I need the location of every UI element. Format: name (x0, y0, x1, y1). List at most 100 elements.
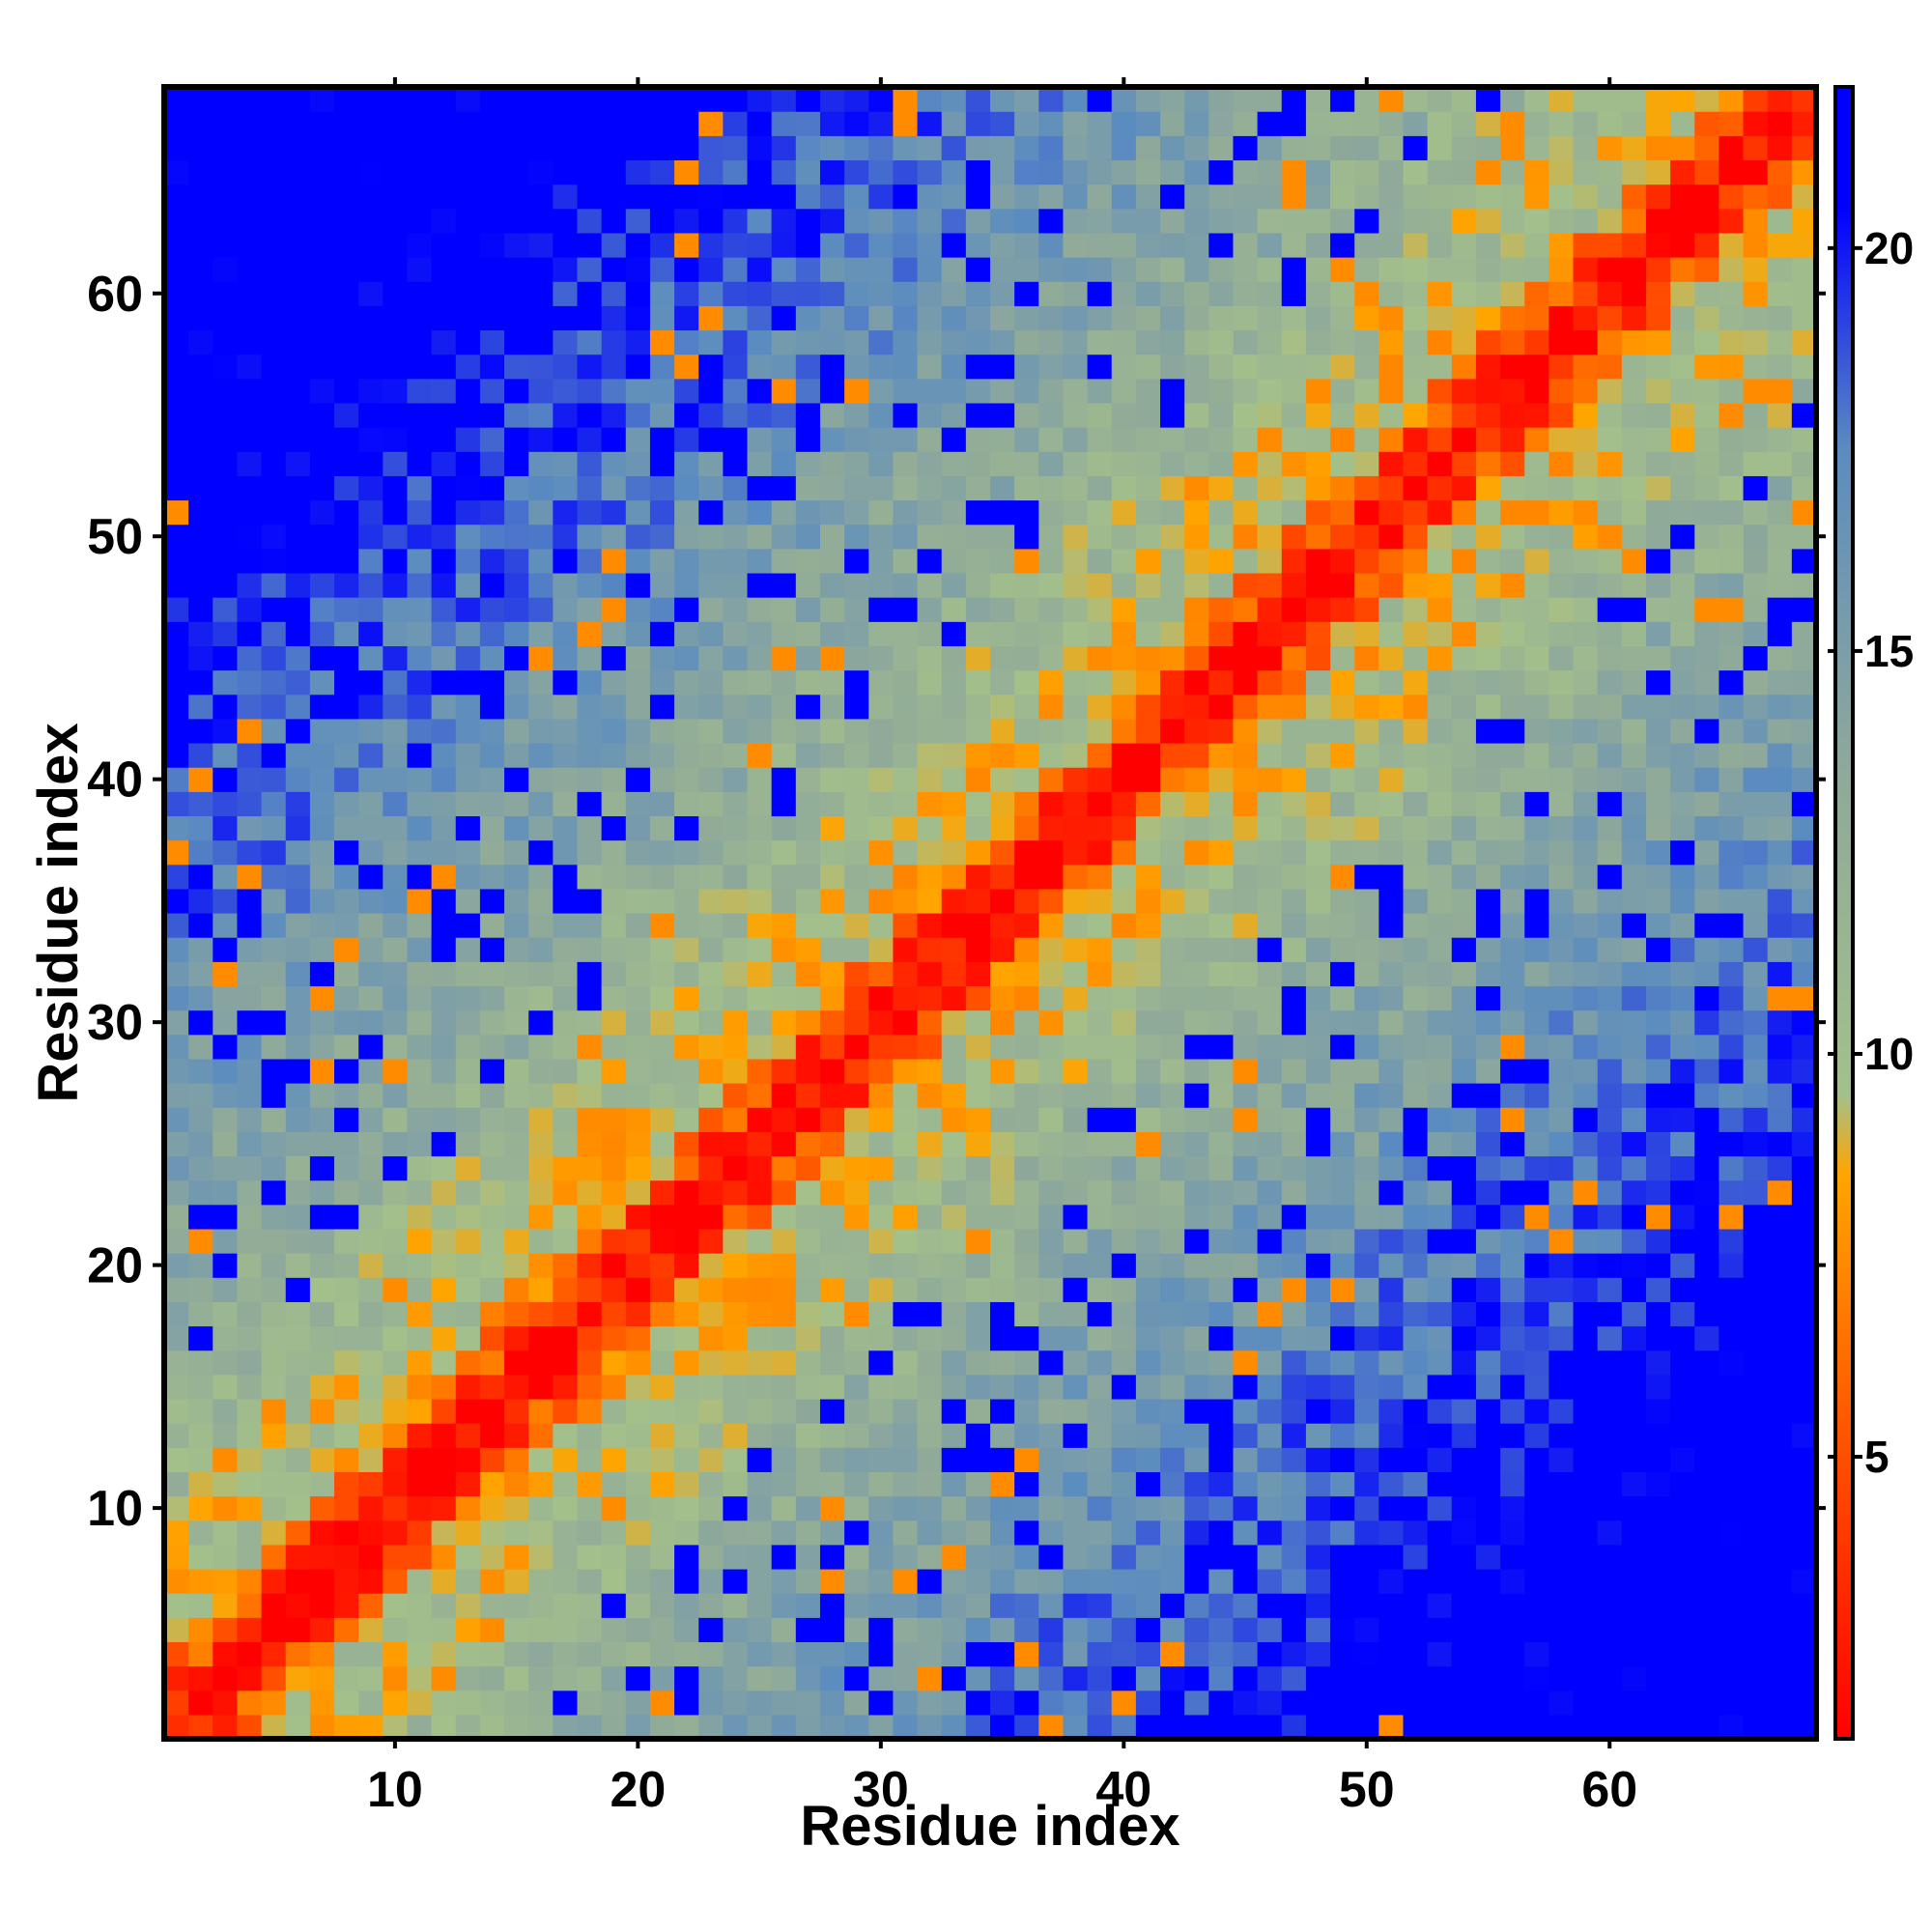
heatmap-cell (1573, 1495, 1599, 1521)
heatmap-cell (723, 985, 749, 1011)
heatmap-cell (1184, 87, 1209, 112)
heatmap-cell (1087, 572, 1113, 598)
heatmap-cell (1111, 524, 1137, 550)
heatmap-cell (309, 1034, 335, 1060)
heatmap-cell (747, 475, 773, 501)
heatmap-cell (358, 354, 384, 380)
heatmap-cell (1621, 305, 1647, 331)
heatmap-cell (1330, 451, 1355, 476)
heatmap-cell (868, 427, 895, 452)
heatmap-cell (1767, 305, 1793, 331)
heatmap-cell (1305, 427, 1331, 452)
heatmap-cell (601, 1204, 627, 1230)
heatmap-cell (1378, 1617, 1405, 1643)
heatmap-cell (941, 402, 967, 428)
heatmap-cell (1184, 451, 1209, 476)
heatmap-cell (601, 354, 627, 380)
heatmap-cell (431, 1350, 457, 1376)
heatmap-cell (1087, 839, 1113, 866)
heatmap-cell (844, 257, 869, 282)
heatmap-cell (1427, 378, 1453, 404)
heatmap-cell (1791, 475, 1817, 501)
heatmap-cell (1354, 767, 1379, 792)
heatmap-cell (674, 1714, 699, 1740)
heatmap-cell (1573, 111, 1599, 136)
heatmap-cell (455, 354, 481, 380)
heatmap-cell (1305, 791, 1331, 817)
heatmap-cell (1524, 1495, 1549, 1521)
heatmap-cell (261, 87, 287, 112)
heatmap-cell (1111, 1495, 1137, 1521)
heatmap-cell (1597, 548, 1623, 574)
heatmap-cell (1063, 985, 1089, 1011)
heatmap-cell (1378, 159, 1405, 185)
heatmap-cell (1621, 888, 1647, 914)
heatmap-cell (1719, 1714, 1745, 1740)
heatmap-cell (1597, 815, 1623, 841)
heatmap-cell (1621, 985, 1647, 1011)
heatmap-cell (1305, 1009, 1331, 1036)
heatmap-cell (1305, 1083, 1331, 1108)
heatmap-cell (577, 402, 603, 428)
heatmap-cell (674, 572, 699, 598)
heatmap-cell (188, 305, 213, 331)
heatmap-cell (1038, 548, 1065, 574)
heatmap-cell (1548, 1034, 1575, 1060)
heatmap-cell (504, 1325, 529, 1351)
heatmap-cell (1087, 1665, 1113, 1691)
heatmap-cell (188, 1398, 213, 1424)
heatmap-cell (698, 791, 724, 817)
heatmap-cell (1427, 1131, 1453, 1157)
heatmap-cell (747, 645, 773, 671)
heatmap-cell (1038, 135, 1065, 161)
heatmap-cell (383, 839, 409, 866)
heatmap-cell (1233, 1423, 1259, 1448)
heatmap-cell (1014, 281, 1039, 306)
heatmap-cell (1475, 1325, 1501, 1351)
heatmap-cell (941, 499, 967, 526)
heatmap-cell (431, 1447, 457, 1472)
heatmap-cell (188, 378, 213, 404)
heatmap-cell (1087, 305, 1113, 331)
heatmap-cell (1281, 184, 1307, 210)
heatmap-cell (1305, 864, 1331, 890)
heatmap-cell (1719, 232, 1745, 258)
heatmap-cell (455, 1690, 481, 1716)
heatmap-cell (868, 1423, 895, 1448)
heatmap-cell (893, 475, 919, 501)
heatmap-cell (188, 864, 213, 890)
heatmap-cell (1767, 597, 1793, 622)
heatmap-cell (965, 499, 991, 526)
heatmap-cell (1500, 208, 1525, 234)
heatmap-cell (431, 913, 457, 938)
heatmap-cell (1063, 402, 1089, 428)
heatmap-cell (1208, 815, 1235, 841)
heatmap-cell (334, 208, 359, 234)
heatmap-cell (479, 1301, 505, 1327)
heatmap-cell (1743, 402, 1769, 428)
heatmap-cell (1548, 1228, 1575, 1254)
heatmap-cell (1233, 475, 1259, 501)
heatmap-cell (1160, 232, 1185, 258)
heatmap-cell (868, 1058, 895, 1084)
heatmap-cell (1645, 548, 1671, 574)
heatmap-cell (1573, 257, 1599, 282)
heatmap-cell (1694, 1155, 1720, 1181)
heatmap-cell (674, 669, 699, 696)
heatmap-cell (649, 1423, 675, 1448)
heatmap-cell (941, 1398, 967, 1424)
heatmap-cell (747, 1350, 773, 1376)
heatmap-cell (1305, 1665, 1331, 1691)
heatmap-cell (1014, 111, 1039, 136)
heatmap-cell (893, 1398, 919, 1424)
heatmap-cell (698, 1155, 724, 1181)
heatmap-cell (1694, 354, 1720, 380)
heatmap-cell (1597, 839, 1623, 866)
heatmap-cell (990, 427, 1015, 452)
heatmap-cell (188, 888, 213, 914)
heatmap-cell (795, 184, 821, 210)
heatmap-cell (844, 839, 869, 866)
heatmap-cell (1038, 1617, 1065, 1643)
heatmap-cell (1038, 427, 1065, 452)
heatmap-cell (1063, 1034, 1089, 1060)
